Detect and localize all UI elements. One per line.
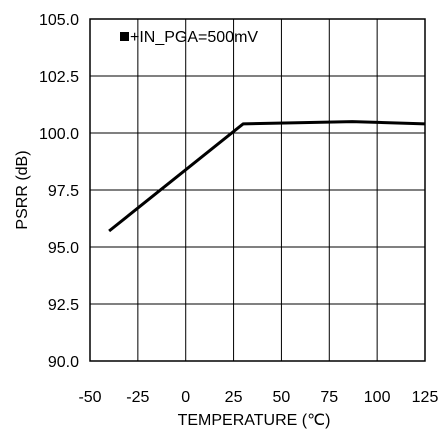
x-tick-label: 100	[364, 389, 391, 406]
grid	[90, 19, 425, 361]
x-tick-label: -25	[126, 389, 149, 406]
x-tick-label: 50	[273, 389, 291, 406]
plot-frame	[89, 18, 426, 362]
y-tick-label: 95.0	[48, 240, 79, 257]
legend-label: +IN_PGA=500mV	[130, 29, 258, 46]
x-tick-label: -50	[78, 389, 101, 406]
x-tick-labels: -50 -25 0 25 50 75 100 125	[78, 389, 438, 406]
y-tick-labels: 90.0 92.5 95.0 97.5 100.0 102.5 105.0	[39, 12, 79, 371]
x-tick-label: 75	[320, 389, 338, 406]
x-tick-label: 0	[181, 389, 190, 406]
series-line	[108, 120, 426, 233]
y-tick-label: 102.5	[39, 69, 79, 86]
y-tick-label: 90.0	[48, 354, 79, 371]
legend: +IN_PGA=500mV	[120, 29, 258, 46]
y-tick-label: 105.0	[39, 12, 79, 29]
legend-marker	[120, 32, 129, 41]
x-axis-title: TEMPERATURE (℃)	[178, 412, 331, 429]
y-tick-label: 100.0	[39, 126, 79, 143]
y-axis-title: PSRR (dB)	[14, 150, 31, 229]
y-tick-label: 97.5	[48, 183, 79, 200]
x-tick-label: 125	[412, 389, 439, 406]
series-layer	[108, 120, 426, 233]
y-tick-label: 92.5	[48, 297, 79, 314]
x-tick-label: 25	[225, 389, 243, 406]
